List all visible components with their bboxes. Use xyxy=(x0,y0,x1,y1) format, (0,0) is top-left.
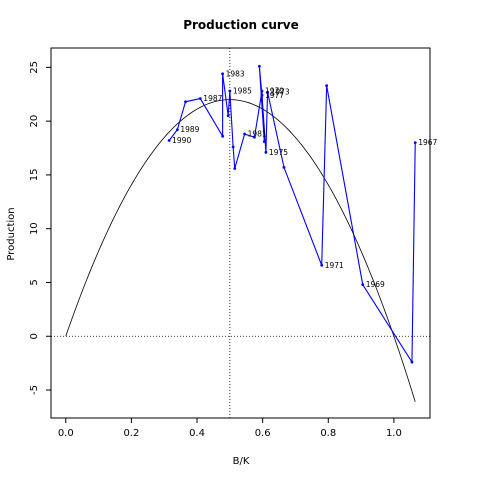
year-label: 1989 xyxy=(180,125,199,134)
data-point xyxy=(221,72,225,76)
year-label: 1975 xyxy=(269,148,288,157)
data-point xyxy=(266,90,269,94)
data-point xyxy=(260,93,264,97)
data-point xyxy=(410,360,414,364)
x-tick-label: 0.8 xyxy=(320,428,336,439)
production-curve-line xyxy=(65,99,416,402)
data-point xyxy=(325,84,329,88)
data-point xyxy=(260,89,264,93)
year-label: 1990 xyxy=(172,136,191,145)
y-tick-label: 10 xyxy=(29,222,40,235)
year-label: 1983 xyxy=(226,69,245,78)
data-point xyxy=(184,100,187,104)
year-label: 1977 xyxy=(265,91,284,100)
data-point xyxy=(253,135,256,139)
x-tick-label: 0.0 xyxy=(58,428,74,439)
data-point xyxy=(262,140,266,143)
x-tick-label: 1.0 xyxy=(386,428,402,439)
data-point xyxy=(233,167,237,170)
data-point xyxy=(264,150,268,154)
data-point xyxy=(282,165,286,169)
data-point xyxy=(221,134,225,138)
data-point xyxy=(257,64,261,68)
y-tick-label: -5 xyxy=(29,385,40,395)
year-label: 1973 xyxy=(271,88,290,97)
data-point xyxy=(198,97,202,100)
year-label: 1979 xyxy=(265,87,284,96)
y-tick-label: 0 xyxy=(29,333,40,339)
data-point xyxy=(320,263,324,267)
observed-series-line xyxy=(168,66,416,364)
year-label: 1985 xyxy=(233,87,252,96)
y-tick-label: 15 xyxy=(29,169,40,182)
x-tick-label: 0.6 xyxy=(255,428,271,439)
data-point xyxy=(243,132,247,136)
data-point xyxy=(167,139,171,142)
data-point xyxy=(413,141,417,145)
data-point xyxy=(228,89,232,93)
y-tick-label: 20 xyxy=(29,115,40,128)
y-tick-label: 5 xyxy=(29,279,40,285)
year-label: 1967 xyxy=(418,138,437,147)
plot-frame xyxy=(50,47,431,419)
data-point xyxy=(226,114,230,118)
data-point xyxy=(175,128,179,132)
data-point xyxy=(231,145,235,149)
x-axis-label: B/K xyxy=(233,456,250,467)
year-label: 1981 xyxy=(248,130,267,139)
year-label: 1971 xyxy=(325,261,344,270)
chart-title: Production curve xyxy=(183,18,299,32)
year-label: 1969 xyxy=(366,280,385,289)
year-label: 1987 xyxy=(203,94,222,103)
y-tick-label: 25 xyxy=(29,61,40,74)
x-tick-label: 0.2 xyxy=(123,428,139,439)
data-point xyxy=(361,283,365,287)
y-axis-label: Production xyxy=(6,207,17,260)
x-tick-label: 0.4 xyxy=(189,428,205,439)
